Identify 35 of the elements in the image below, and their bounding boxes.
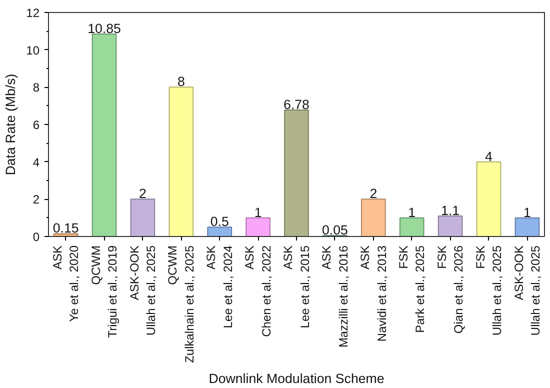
x-tick-label: ASK Chen et al., 2022: [242, 245, 274, 337]
x-tick-label: FSK Qian et al., 2026: [434, 245, 466, 334]
x-tick-label: QCWM Zulkalnain et al., 2025: [166, 245, 197, 363]
data-label: 0.05: [322, 222, 348, 238]
x-tick-label: ASK Lee et al., 2024: [204, 245, 235, 328]
y-tick-label: 0: [32, 230, 40, 244]
data-label: 0.5: [210, 214, 229, 230]
y-tick-label: 2: [32, 192, 40, 207]
x-tick-label: QCWM Trigui et al., 2019: [88, 245, 120, 338]
x-tick-label: ASK Mazzilli et al., 2016: [320, 245, 350, 348]
data-label: 1: [254, 204, 262, 220]
x-axis-title: Downlink Modulation Scheme: [208, 370, 384, 386]
y-axis-title: Data Rate (Mb/s): [3, 74, 18, 176]
x-tick-label: ASK-OOK Ullah et al., 2025: [512, 245, 543, 336]
data-label: 0.15: [52, 220, 79, 236]
data-label: 1: [408, 204, 416, 220]
data-label: 2: [138, 186, 146, 202]
y-tick-label: 12: [26, 6, 40, 20]
x-tick-label: FSK Park et al., 2025: [396, 245, 428, 333]
x-tick-label: ASK-OOK Ullah et al., 2025: [127, 245, 158, 336]
data-label: 1.1: [441, 202, 460, 218]
x-tick-label: ASK Navidi et al., 2013: [358, 245, 389, 342]
data-label: 8: [177, 74, 185, 90]
data-label: 6.78: [284, 96, 310, 112]
data-label: 2: [370, 186, 378, 202]
data-label: 4: [485, 148, 494, 164]
y-tick-label: 6: [32, 118, 40, 132]
x-tick-label: ASK Ye et al., 2020: [50, 245, 82, 322]
data-label: 1: [523, 204, 531, 220]
data-label: 10.85: [88, 20, 121, 36]
y-tick-label: 10: [26, 43, 40, 58]
y-tick-label: 4: [32, 155, 40, 170]
y-tick-label: 8: [32, 80, 40, 95]
x-tick-label: ASK Lee et al., 2015: [281, 245, 312, 328]
x-tick-label: FSK Ullah et al., 2025: [473, 245, 504, 336]
